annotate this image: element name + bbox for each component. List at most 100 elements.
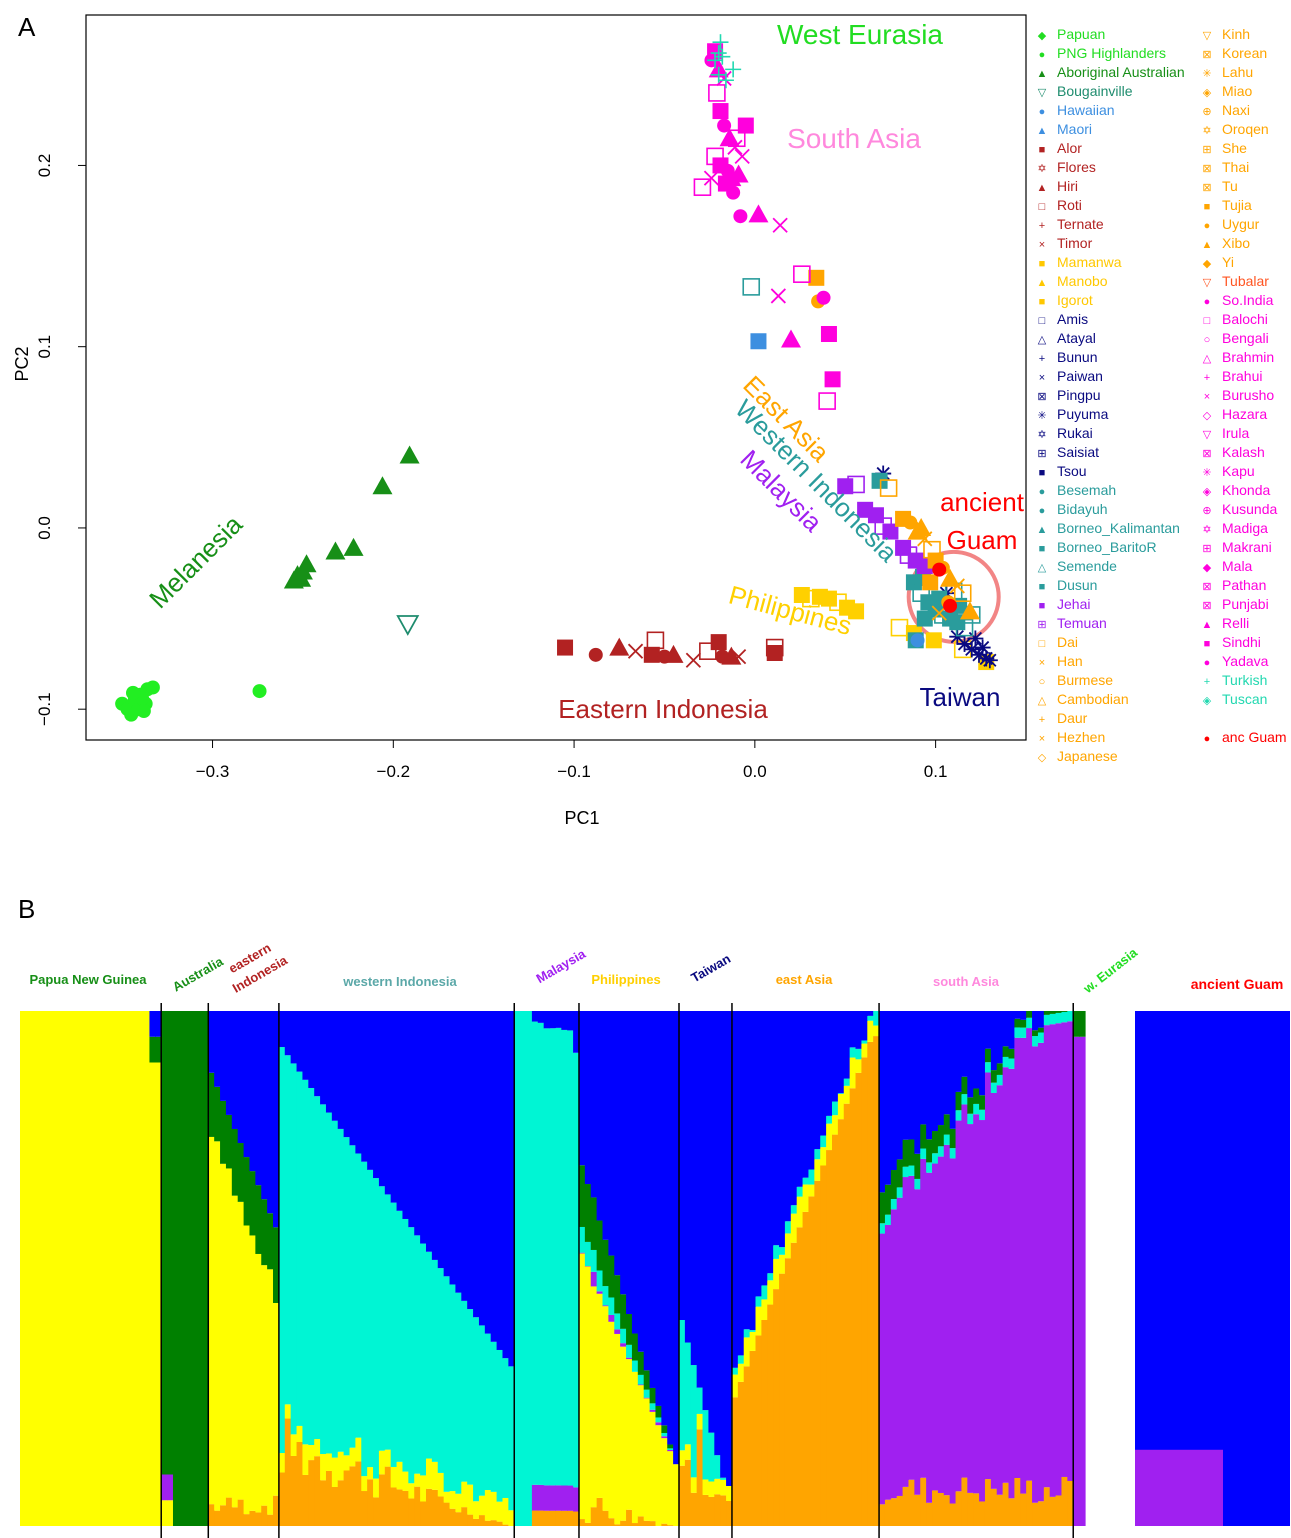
- admixture-segment: [614, 1011, 621, 1276]
- admixture-segment: [790, 1213, 798, 1243]
- admixture-segment: [384, 1194, 392, 1450]
- admixture-segment: [820, 1147, 827, 1166]
- admixture-segment: [761, 1320, 768, 1526]
- data-point: [710, 634, 727, 651]
- admixture-segment: [102, 1011, 109, 1526]
- admixture-segment: [396, 1210, 404, 1462]
- admixture-segment: [679, 1465, 686, 1526]
- panel-label-a: A: [18, 12, 36, 42]
- admixture-segment: [278, 1472, 286, 1526]
- admixture-segment: [637, 1011, 645, 1352]
- admixture-segment: [943, 1114, 951, 1135]
- admixture-segment: [873, 1025, 880, 1037]
- admixture-segment: [337, 1480, 345, 1526]
- admixture-segment: [737, 1363, 745, 1382]
- admixture-segment: [337, 1451, 345, 1481]
- admixture-segment: [78, 1011, 86, 1526]
- admixture-segment: [461, 1507, 468, 1526]
- legend-entry: Tu: [1222, 178, 1238, 194]
- legend-entry: Yi: [1222, 254, 1234, 270]
- admixture-segment: [831, 1011, 839, 1102]
- data-point: [730, 648, 747, 665]
- admixture-segment: [284, 1011, 292, 1056]
- admixture-segment: [867, 1015, 874, 1021]
- admixture-segment: [237, 1499, 245, 1526]
- legend-entry: She: [1222, 140, 1247, 156]
- admixture-segment: [802, 1184, 810, 1212]
- admixture-segment: [1037, 1027, 1045, 1033]
- admixture-segment: [749, 1330, 757, 1332]
- admixture-segment: [1032, 1046, 1039, 1503]
- admixture-segment: [1073, 1011, 1080, 1037]
- admixture-segment: [826, 1150, 833, 1526]
- admixture-segment: [343, 1011, 351, 1138]
- data-point: [742, 278, 761, 296]
- admixture-segment: [131, 1011, 139, 1526]
- data-point: [685, 652, 702, 668]
- admixture-segment: [896, 1197, 904, 1496]
- legend-entry: Rukai: [1057, 425, 1093, 441]
- admixture-segment: [1055, 1495, 1063, 1526]
- admixture-segment: [325, 1470, 333, 1526]
- admixture-segment: [849, 1088, 857, 1526]
- legend-marker-icon: ×: [1039, 372, 1045, 384]
- admixture-segment: [961, 1094, 968, 1105]
- admixture-segment: [661, 1438, 668, 1524]
- admixture-segment: [920, 1477, 927, 1526]
- admixture-segment: [637, 1516, 645, 1526]
- admixture-segment: [649, 1409, 657, 1412]
- admixture-segment: [549, 1028, 557, 1486]
- admixture-segment: [543, 1028, 551, 1486]
- data-point: [879, 479, 898, 497]
- admixture-segment: [278, 1011, 286, 1048]
- admixture-segment: [955, 1110, 963, 1121]
- legend-entry: Pathan: [1222, 577, 1266, 593]
- admixture-segment: [661, 1523, 668, 1526]
- admixture-segment: [684, 1459, 692, 1526]
- admixture-segment: [990, 1011, 998, 1071]
- admixture-segment: [690, 1477, 698, 1493]
- admixture-segment: [655, 1417, 662, 1423]
- admixture-segment: [378, 1186, 386, 1451]
- admixture-segment: [720, 1011, 727, 1478]
- admixture-segment: [414, 1473, 421, 1487]
- admixture-segment: [973, 1011, 980, 1089]
- legend-entry: Kapu: [1222, 463, 1255, 479]
- admixture-segment: [614, 1313, 621, 1330]
- legend-marker-icon: ⊠: [1202, 182, 1211, 194]
- admixture-segment: [626, 1509, 633, 1526]
- admixture-segment: [790, 1011, 798, 1206]
- admixture-segment: [949, 1503, 957, 1526]
- admixture-segment: [402, 1218, 409, 1472]
- legend-marker-icon: □: [1039, 315, 1046, 327]
- admixture-segment: [461, 1011, 468, 1301]
- admixture-segment: [626, 1357, 633, 1360]
- admixture-segment: [879, 1504, 886, 1526]
- legend-marker-icon: ◆: [1038, 30, 1047, 42]
- admixture-segment: [502, 1524, 509, 1526]
- admixture-segment: [967, 1113, 974, 1125]
- admixture-segment: [937, 1125, 945, 1147]
- admixture-segment: [172, 1011, 180, 1526]
- admixture-segment: [920, 1124, 927, 1149]
- admixture-segment: [402, 1490, 409, 1526]
- admixture-segment: [496, 1521, 504, 1526]
- legend-marker-icon: ▲: [1037, 68, 1048, 80]
- admixture-segment: [431, 1259, 439, 1462]
- admixture-segment: [926, 1139, 933, 1163]
- admixture-segment: [1020, 1019, 1027, 1028]
- admixture-segment: [879, 1011, 886, 1193]
- admixture-segment: [502, 1358, 509, 1498]
- admixture-segment: [120, 1011, 127, 1526]
- legend-marker-icon: ●: [1039, 49, 1046, 61]
- admixture-segment: [425, 1011, 433, 1252]
- admixture-segment: [1014, 1011, 1021, 1019]
- admixture-segment: [278, 1047, 286, 1454]
- data-point: [726, 185, 741, 200]
- admixture-segment: [490, 1520, 498, 1526]
- admixture-segment: [167, 1474, 174, 1501]
- admixture-segment: [261, 1265, 268, 1506]
- group-label: Malaysia: [534, 946, 589, 986]
- data-point: [903, 515, 918, 530]
- admixture-segment: [1079, 1011, 1086, 1037]
